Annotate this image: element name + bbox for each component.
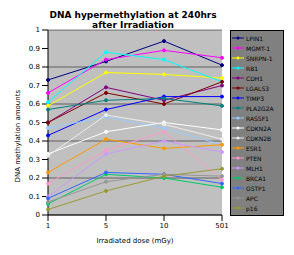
html-text:BRCA1: BRCA1 [246, 174, 267, 182]
html-text:GSTP1: GSTP1 [246, 184, 266, 192]
svg-text:0.6: 0.6 [29, 100, 41, 108]
html-text:DNA hypermethylation at 240hrs: DNA hypermethylation at 240hrs after Irr… [49, 10, 217, 30]
html-text:PTEN: PTEN [246, 154, 262, 162]
svg-text:0.9: 0.9 [29, 45, 40, 53]
svg-text:0.4: 0.4 [29, 137, 41, 145]
svg-text:0.8: 0.8 [29, 63, 40, 71]
html-text:TIMP3: TIMP3 [246, 94, 264, 102]
html-text:PLA2G2A: PLA2G2A [246, 104, 274, 112]
html-text:ESR1: ESR1 [246, 144, 262, 152]
svg-text:0.1: 0.1 [29, 193, 40, 201]
svg-text:0.5: 0.5 [29, 119, 40, 127]
html-text:p16: p16 [246, 204, 258, 212]
svg-text:0: 0 [36, 211, 40, 219]
html-text:RB1: RB1 [246, 64, 259, 72]
html-text:CDKN2A: CDKN2A [246, 124, 272, 132]
html-text:CDKN2B: CDKN2B [246, 134, 272, 142]
html-text:SNRPN-1: SNRPN-1 [246, 54, 273, 62]
svg-text:5: 5 [104, 222, 108, 230]
svg-text:0.2: 0.2 [29, 174, 40, 182]
svg-text:1: 1 [46, 222, 50, 230]
html-text:LGALS3: LGALS3 [246, 84, 270, 92]
svg-text:Irradiated dose (mGy): Irradiated dose (mGy) [96, 237, 173, 245]
svg-text:10: 10 [160, 222, 169, 230]
html-text:RASSF1: RASSF1 [246, 114, 269, 122]
html-text:CDH1: CDH1 [246, 74, 264, 82]
svg-text:0.7: 0.7 [29, 82, 40, 90]
html-text:LPIN1: LPIN1 [246, 34, 263, 42]
html-text:APC: APC [246, 194, 258, 202]
svg-text:501: 501 [215, 222, 228, 230]
html-text:MLH1: MLH1 [246, 164, 263, 172]
svg-text:0.3: 0.3 [29, 156, 40, 164]
svg-text:1: 1 [36, 26, 40, 34]
svg-text:DNA methylation amounts: DNA methylation amounts [14, 90, 22, 183]
html-text:MGMT-1: MGMT-1 [246, 44, 271, 52]
